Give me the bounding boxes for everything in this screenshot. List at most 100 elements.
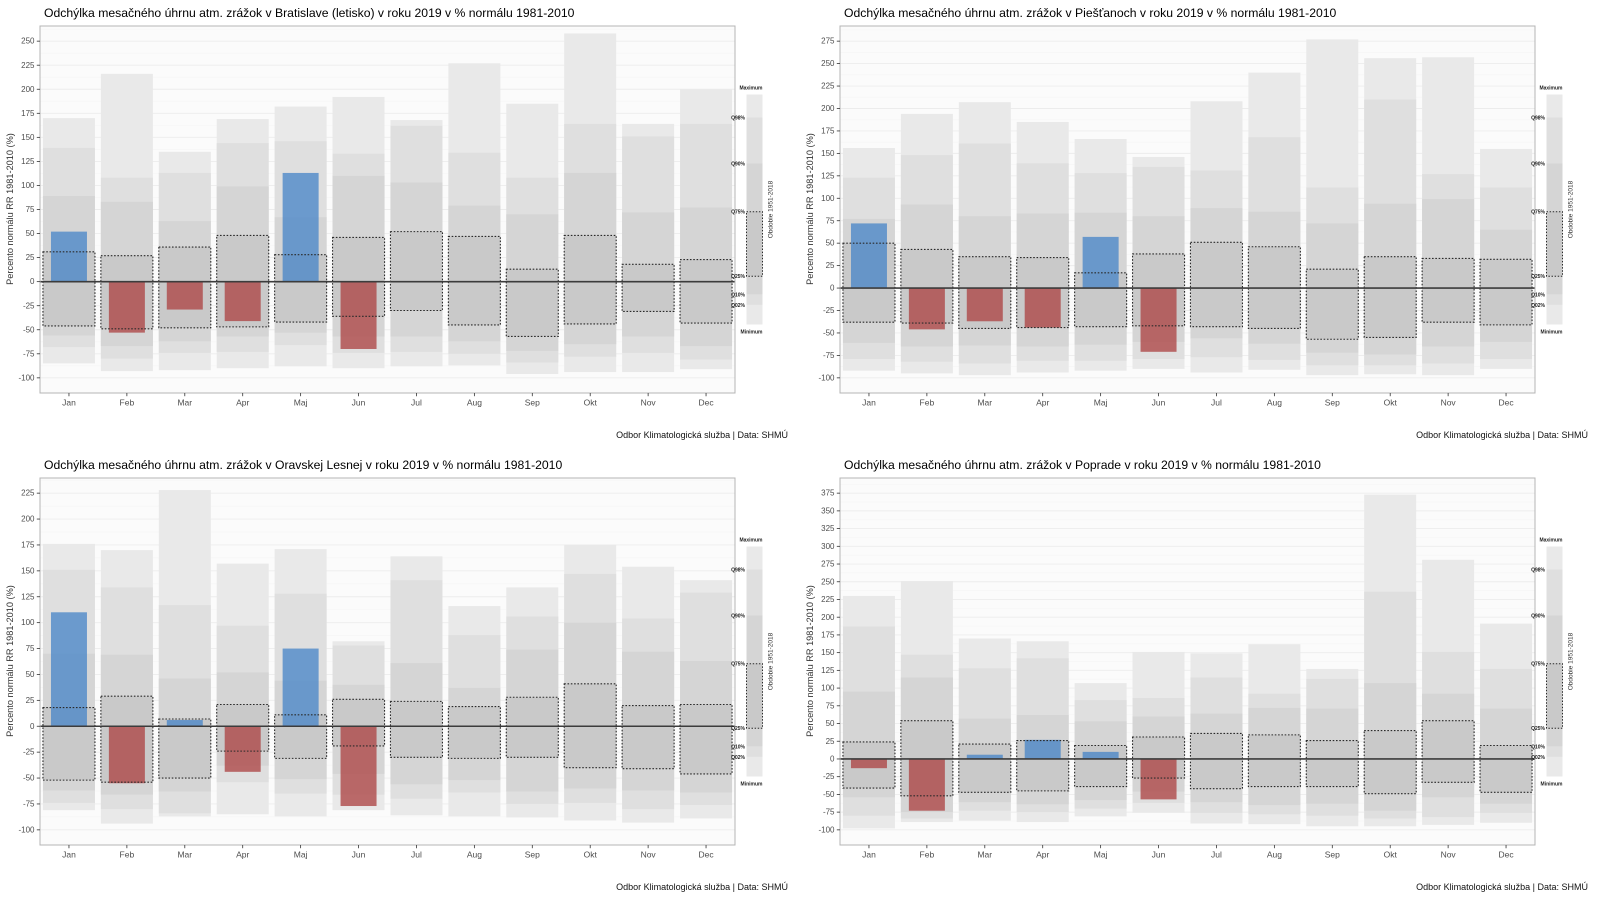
chart-cell-poprad: Odchýlka mesačného úhrnu atm. zrážok v P… (800, 452, 1600, 904)
x-tick-label-Dec: Dec (1498, 398, 1514, 408)
x-tick-label-Jan: Jan (62, 850, 76, 860)
month-band-Jul (1190, 653, 1243, 824)
bar-2019-Jan (850, 758, 887, 769)
x-tick-label-Jan: Jan (862, 398, 876, 408)
x-tick-label-Jul: Jul (411, 850, 422, 860)
x-tick-label-Jul: Jul (1211, 850, 1222, 860)
month-band-Nov (1422, 57, 1475, 376)
y-tick-label: 100 (21, 618, 35, 627)
y-tick-label: 0 (30, 722, 35, 731)
legend-quantile-label: Q25% (731, 274, 745, 280)
month-band-Apr (1016, 641, 1069, 823)
y-tick-label: 375 (821, 489, 835, 498)
bar-2019-Apr (224, 281, 261, 322)
x-tick-label-Sep: Sep (525, 850, 540, 860)
month-band-Dec (680, 89, 733, 370)
x-tick-label-Mar: Mar (977, 398, 992, 408)
y-tick-label: 100 (21, 181, 35, 190)
x-tick-label-Feb: Feb (120, 398, 135, 408)
legend-quantile-label: Q90% (731, 161, 745, 167)
legend-title: Obdobie 1951-2018 (1568, 180, 1575, 238)
y-tick-label: 225 (21, 61, 35, 70)
y-tick-label: 275 (821, 37, 835, 46)
legend-minimum-label: Minimum (741, 330, 763, 336)
values-2019-layer (850, 223, 1177, 352)
x-tick-label-Aug: Aug (1267, 850, 1282, 860)
legend-quantile-label: Q75% (1531, 662, 1545, 668)
month-band-Feb (900, 113, 953, 374)
y-tick-label: 0 (830, 284, 835, 293)
x-tick-label-Jul: Jul (1211, 398, 1222, 408)
x-tick-label-Sep: Sep (525, 398, 540, 408)
y-tick-label: 75 (26, 644, 35, 653)
bar-2019-Mar (166, 720, 203, 727)
axes: -100 -75 -50 -25 0 25 50 75 100 125 150 175 200 225 25… (818, 37, 1514, 408)
chart-footer: Odbor Klimatologická služba | Data: SHMÚ (616, 882, 788, 892)
month-band-Okt (1364, 58, 1417, 375)
legend-quantile-label: Q90% (731, 613, 745, 619)
chart-title: Odchýlka mesačného úhrnu atm. zrážok v O… (44, 458, 562, 472)
month-band-Mar (158, 151, 211, 371)
axes: -100 -75 -50 -25 0 25 50 75 100 125 150 175 200 225 25… (18, 37, 714, 408)
y-tick-label: 25 (26, 253, 35, 262)
legend-minimum-label: Minimum (1541, 330, 1563, 336)
y-tick-label: 275 (821, 560, 835, 569)
y-tick-label: 125 (21, 592, 35, 601)
x-tick-label-Feb: Feb (920, 850, 935, 860)
y-tick-label: 225 (821, 82, 835, 91)
bar-2019-Feb (108, 281, 145, 333)
y-tick-label: -50 (823, 329, 835, 338)
y-tick-label: -75 (23, 349, 35, 358)
month-band-Mar (158, 490, 211, 817)
y-tick-label: 325 (821, 524, 835, 533)
y-axis-label: Percento normálu RR 1981-2010 (%) (5, 585, 15, 737)
legend-quantile-label: Q75% (731, 210, 745, 216)
legend-maximum-label: Maximum (739, 538, 763, 544)
y-tick-label: 50 (26, 670, 35, 679)
month-band-Apr (216, 563, 269, 815)
month-band-Dec (1480, 623, 1533, 823)
x-tick-label-Aug: Aug (467, 398, 482, 408)
y-tick-label: 75 (26, 205, 35, 214)
x-tick-label-Maj: Maj (294, 398, 308, 408)
y-tick-label: 125 (821, 171, 835, 180)
x-tick-label-Nov: Nov (1441, 850, 1457, 860)
chart-oravska-lesna: Odchýlka mesačného úhrnu atm. zrážok v O… (5, 458, 788, 892)
month-band-Jan (842, 595, 895, 829)
y-tick-label: 150 (21, 566, 35, 575)
legend-quantile-label: Q02% (731, 303, 745, 309)
y-tick-label: -50 (23, 325, 35, 334)
x-tick-label-Dec: Dec (698, 850, 714, 860)
legend: Maximum Minimum Q98% Q90% Q75% Q25% Q10% Q02% Ob… (731, 86, 774, 336)
y-tick-label: 175 (821, 126, 835, 135)
month-band-Dec (1480, 148, 1533, 369)
y-tick-label: 200 (821, 613, 835, 622)
month-band-Nov (1422, 559, 1475, 825)
y-tick-label: 25 (26, 696, 35, 705)
x-tick-label-Jan: Jan (862, 850, 876, 860)
month-band-Apr (216, 119, 269, 369)
legend-quantile-label: Q02% (731, 755, 745, 761)
x-tick-label-Nov: Nov (1441, 398, 1457, 408)
y-tick-label: -25 (23, 748, 35, 757)
y-tick-label: -75 (23, 800, 35, 809)
x-tick-label-Okt: Okt (584, 398, 598, 408)
y-tick-label: -100 (818, 373, 835, 382)
x-tick-label-Aug: Aug (467, 850, 482, 860)
values-2019-layer (850, 739, 1177, 811)
y-tick-label: -25 (823, 772, 835, 781)
gridlines (40, 479, 735, 831)
plot-area: -100 -75 -50 -25 0 25 50 75 100 125 150 175 200 225 Ja… (18, 477, 775, 860)
y-tick-label: 250 (821, 59, 835, 68)
legend-minimum-label: Minimum (741, 782, 763, 788)
bar-2019-Mar (966, 288, 1003, 322)
x-tick-label-Apr: Apr (1036, 398, 1049, 408)
legend-title: Obdobie 1951-2018 (768, 180, 775, 238)
legend-title: Obdobie 1951-2018 (768, 632, 775, 690)
legend-quantile-label: Q02% (1531, 755, 1545, 761)
percentile-bands-layer (842, 494, 1533, 829)
x-tick-label-Aug: Aug (1267, 398, 1282, 408)
x-tick-label-Jan: Jan (62, 398, 76, 408)
x-tick-label-Dec: Dec (1498, 850, 1514, 860)
y-axis-label: Percento normálu RR 1981-2010 (%) (5, 133, 15, 285)
